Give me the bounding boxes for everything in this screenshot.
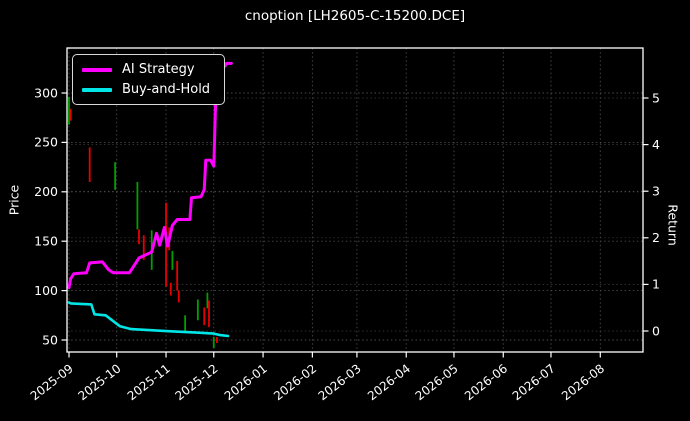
y-right-tick-label: 3	[652, 184, 660, 199]
x-tick-label: 2025-11	[125, 361, 173, 403]
y-right-tick-label: 1	[652, 277, 660, 292]
y-right-tick-label: 0	[652, 323, 660, 338]
x-tick-label: 2025-12	[172, 361, 220, 403]
buy-and-hold-line-swatch	[82, 87, 112, 92]
x-tick-label: 2026-08	[559, 361, 607, 403]
x-tick-label: 2025-10	[75, 361, 123, 403]
legend: AI Strategy Buy-and-Hold	[72, 54, 226, 105]
legend-label: Buy-and-Hold	[122, 82, 211, 97]
series-line-buy-and-hold	[67, 301, 230, 338]
y-right-tick-label: 4	[652, 137, 660, 152]
y-left-tick-label: 200	[34, 184, 58, 199]
x-tick-label: 2026-03	[316, 361, 364, 403]
ai-strategy-line-swatch	[82, 67, 112, 72]
chart-title: cnoption [LH2605-C-15200.DCE]	[244, 8, 466, 24]
x-tick-label: 2026-01	[222, 361, 270, 403]
plot-border	[66, 47, 644, 353]
y-left-tick-label: 300	[34, 85, 58, 100]
x-tick-label: 2025-09	[28, 361, 76, 403]
x-tick-label: 2026-07	[510, 361, 558, 403]
y-right-tick-label: 5	[652, 90, 660, 105]
legend-item-ai-strategy: AI Strategy	[82, 63, 210, 76]
legend-item-buy-and-hold: Buy-and-Hold	[82, 83, 210, 96]
y-left-tick-label: 250	[34, 135, 58, 150]
y-right-tick-label: 2	[652, 230, 660, 245]
legend-label: AI Strategy	[122, 62, 195, 77]
y-left-tick-label: 100	[34, 283, 58, 298]
x-tick-label: 2026-05	[413, 361, 461, 403]
y-left-tick-label: 150	[34, 234, 58, 249]
x-tick-label: 2026-06	[462, 361, 510, 403]
x-tick-label: 2026-04	[365, 361, 413, 403]
y-left-tick-label: 50	[42, 332, 58, 347]
x-tick-label: 2026-02	[271, 361, 319, 403]
series-line-ai-strategy	[67, 61, 233, 290]
